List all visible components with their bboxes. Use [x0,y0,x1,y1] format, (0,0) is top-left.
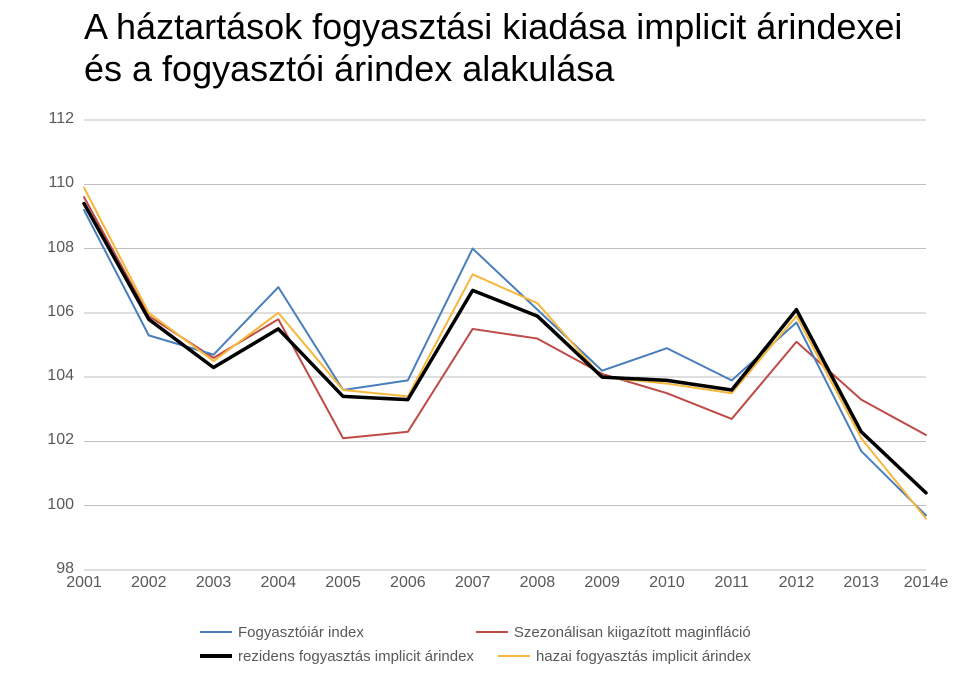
y-axis-tick-label: 100 [14,496,74,514]
legend-item-cpi: Fogyasztóiár index [200,624,364,641]
x-axis-tick-label: 2013 [843,574,879,592]
series-line-resident [84,204,926,493]
y-axis-tick-label: 110 [14,174,74,192]
chart-svg [84,120,926,570]
series-line-cpi [84,210,926,515]
x-axis-tick-label: 2010 [649,574,685,592]
legend-label: Szezonálisan kiigazított maginfláció [514,624,751,641]
legend-swatch [498,655,530,657]
legend-item-domestic: hazai fogyasztás implicit árindex [498,648,751,665]
legend-swatch [200,654,232,658]
x-axis-tick-label: 2001 [66,574,102,592]
legend-label: Fogyasztóiár index [238,624,364,641]
x-axis-tick-label: 2006 [390,574,426,592]
x-axis-tick-label: 2011 [714,574,748,592]
y-axis-tick-label: 108 [14,239,74,257]
x-axis-tick-label: 2005 [325,574,361,592]
x-axis-tick-label: 2004 [261,574,297,592]
legend-swatch [476,631,508,633]
x-axis-tick-label: 2002 [131,574,167,592]
x-axis-tick-label: 2007 [455,574,491,592]
legend-swatch [200,631,232,633]
y-axis-tick-label: 102 [14,431,74,449]
y-axis-tick-label: 104 [14,367,74,385]
y-axis-tick-label: 106 [14,303,74,321]
x-axis-tick-label: 2014e [904,574,949,592]
x-axis-tick-label: 2009 [584,574,620,592]
x-axis-tick-label: 2008 [520,574,556,592]
legend-label: hazai fogyasztás implicit árindex [536,648,751,665]
legend-item-resident: rezidens fogyasztás implicit árindex [200,648,474,665]
x-axis-tick-label: 2003 [196,574,232,592]
chart-title: A háztartások fogyasztási kiadása implic… [84,6,904,91]
y-axis-tick-label: 98 [14,560,74,578]
legend-item-seasonal: Szezonálisan kiigazított maginfláció [476,624,751,641]
y-axis-tick-label: 112 [14,110,74,128]
legend-label: rezidens fogyasztás implicit árindex [238,648,474,665]
chart-plot-area [84,120,926,570]
x-axis-tick-label: 2012 [779,574,815,592]
chart-legend: Fogyasztóiár index Szezonálisan kiigazít… [200,620,880,668]
